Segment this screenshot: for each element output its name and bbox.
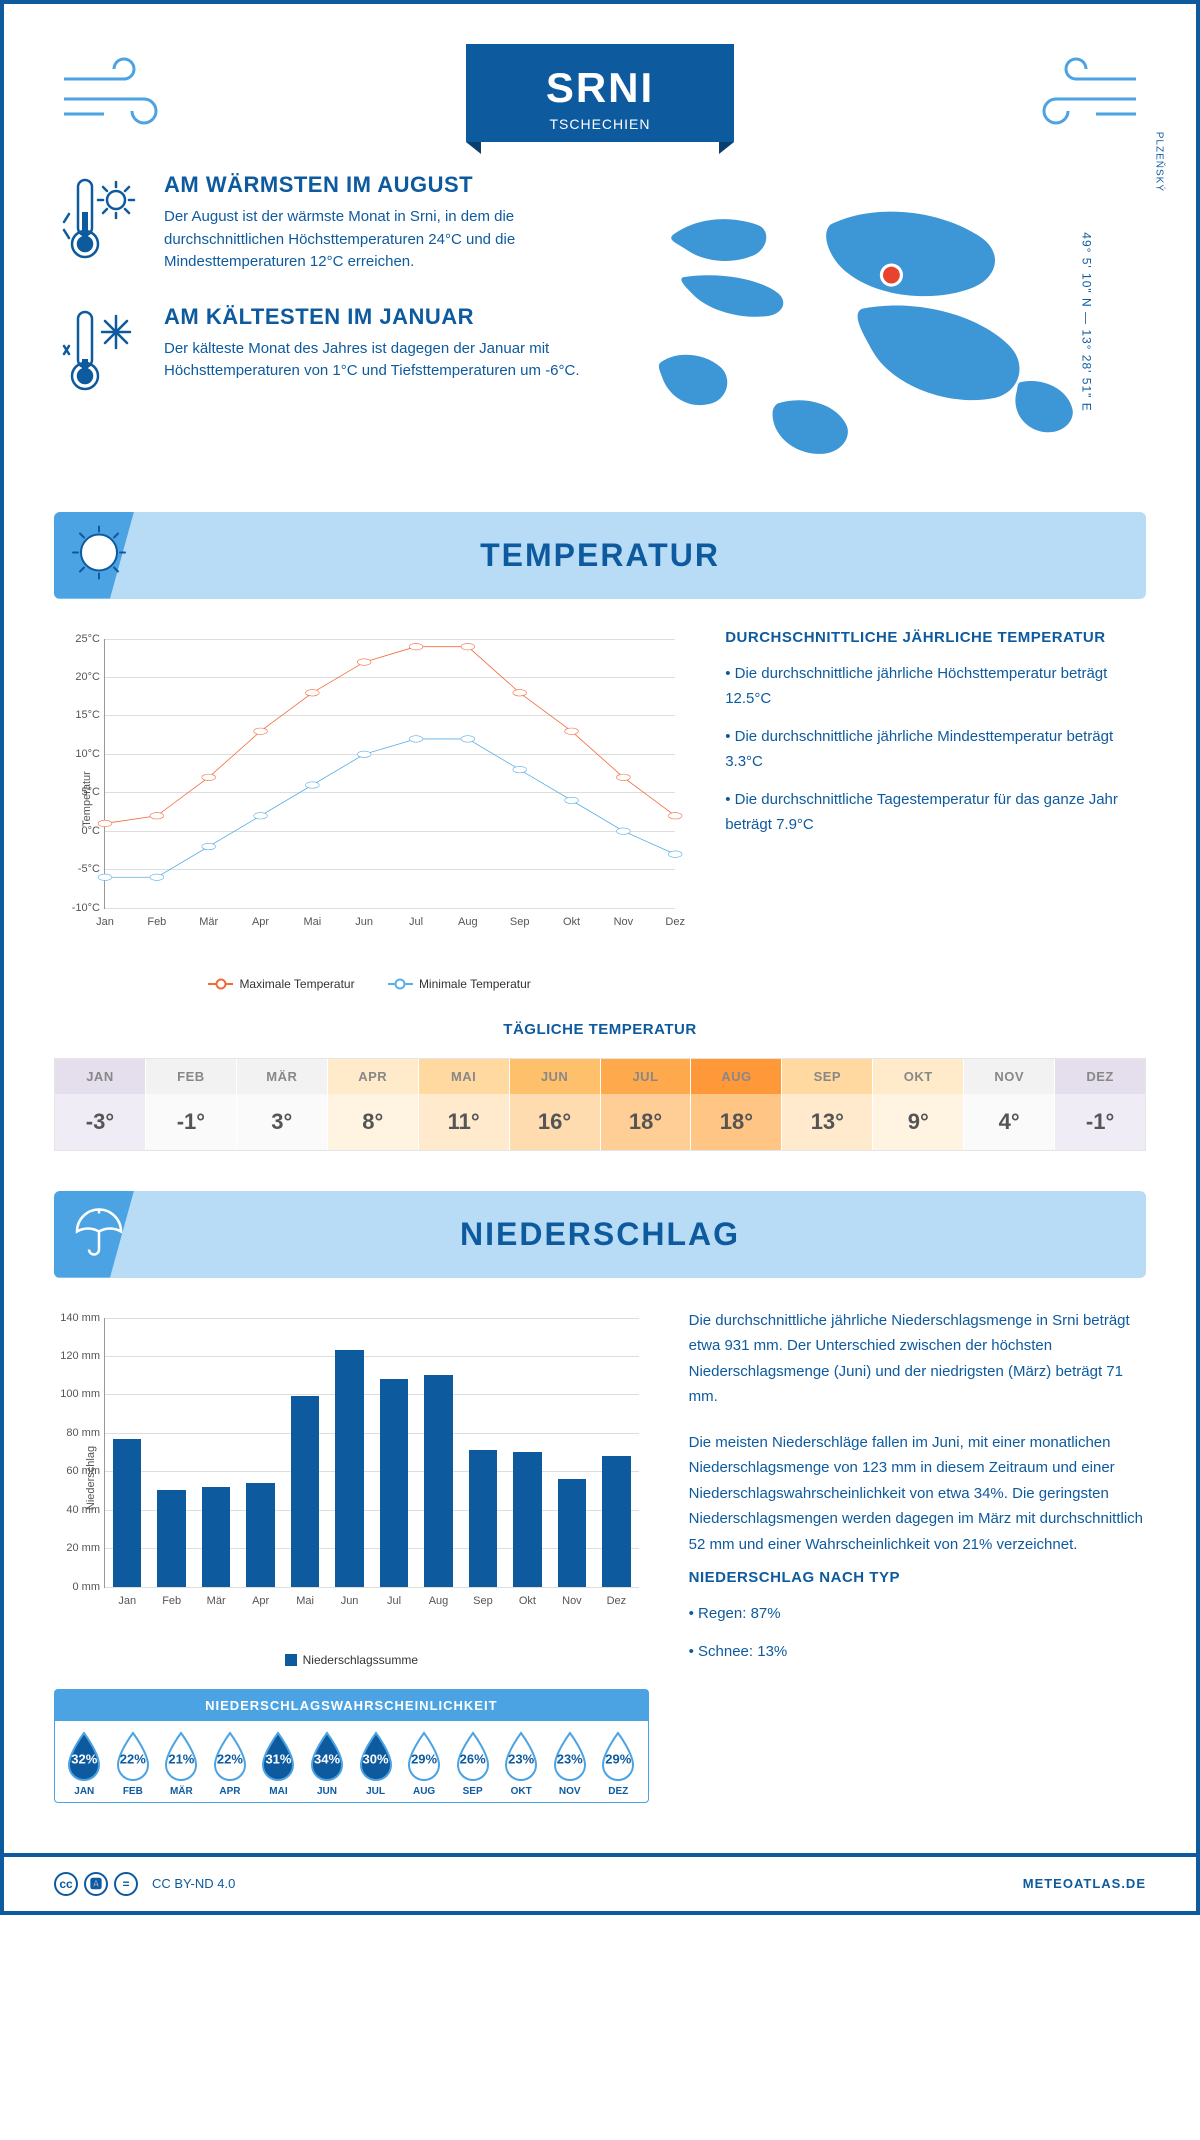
prob-title: NIEDERSCHLAGSWAHRSCHEINLICHKEIT	[55, 1690, 648, 1721]
daily-cell: NOV4°	[964, 1059, 1055, 1150]
daily-cell: OKT9°	[873, 1059, 964, 1150]
daily-heading: TÄGLICHE TEMPERATUR	[54, 1021, 1146, 1038]
location-country: TSCHECHIEN	[546, 116, 654, 132]
title-banner: SRNI TSCHECHIEN	[466, 44, 734, 142]
coords-label: 49° 5' 10" N — 13° 28' 51" E	[1079, 232, 1093, 411]
temp-ylabel: Temperatur	[81, 771, 93, 827]
daily-cell: APR8°	[328, 1059, 419, 1150]
precip-side-text: Die durchschnittliche jährliche Niedersc…	[689, 1308, 1146, 1803]
daily-cell: JUL18°	[601, 1059, 692, 1150]
prob-cell: 23%OKT	[497, 1731, 546, 1797]
by-icon: 🅰	[84, 1872, 108, 1896]
license-text: CC BY-ND 4.0	[152, 1876, 235, 1891]
prob-cell: 32%JAN	[60, 1731, 109, 1797]
prob-cell: 30%JUL	[351, 1731, 400, 1797]
header: SRNI TSCHECHIEN	[54, 44, 1146, 142]
bullet: • Regen: 87%	[689, 1601, 1146, 1627]
prob-cell: 34%JUN	[303, 1731, 352, 1797]
prob-cell: 31%MAI	[254, 1731, 303, 1797]
temp-side-text: DURCHSCHNITTLICHE JÄHRLICHE TEMPERATUR •…	[725, 629, 1146, 991]
daily-cell: MAI11°	[419, 1059, 510, 1150]
temp-legend: Maximale Temperatur Minimale Temperatur	[54, 974, 685, 991]
daily-cell: FEB-1°	[146, 1059, 237, 1150]
sun-icon	[69, 523, 129, 588]
prob-cell: 23%NOV	[545, 1731, 594, 1797]
daily-cell: DEZ-1°	[1055, 1059, 1145, 1150]
location-name: SRNI	[546, 64, 654, 112]
thermometer-hot-icon	[54, 172, 144, 274]
thermometer-cold-icon	[54, 304, 144, 399]
umbrella-icon	[69, 1202, 129, 1267]
site-name: METEOATLAS.DE	[1023, 1876, 1146, 1891]
prob-cell: 22%APR	[206, 1731, 255, 1797]
bullet: • Die durchschnittliche Tagestemperatur …	[725, 787, 1146, 838]
coldest-title: AM KÄLTESTEN IM JANUAR	[164, 304, 580, 330]
bullet: • Schnee: 13%	[689, 1639, 1146, 1665]
prob-cell: 22%FEB	[109, 1731, 158, 1797]
daily-cell: AUG18°	[691, 1059, 782, 1150]
bullet: • Die durchschnittliche jährliche Höchst…	[725, 661, 1146, 712]
daily-table: JAN-3°FEB-1°MÄR3°APR8°MAI11°JUN16°JUL18°…	[54, 1058, 1146, 1151]
legend-max: Maximale Temperatur	[239, 977, 354, 991]
prob-cell: 29%DEZ	[594, 1731, 643, 1797]
warmest-text: Der August ist der wärmste Monat in Srni…	[164, 206, 580, 274]
temperature-heading: TEMPERATUR	[480, 537, 720, 574]
warmest-title: AM WÄRMSTEN IM AUGUST	[164, 172, 580, 198]
coldest-fact: AM KÄLTESTEN IM JANUAR Der kälteste Mona…	[54, 304, 580, 399]
temperature-chart: Temperatur -10°C-5°C0°C5°C10°C15°C20°C25…	[54, 629, 685, 991]
paragraph: Die meisten Niederschläge fallen im Juni…	[689, 1430, 1146, 1558]
precip-legend: Niederschlagssumme	[54, 1653, 649, 1669]
temp-side-heading: DURCHSCHNITTLICHE JÄHRLICHE TEMPERATUR	[725, 629, 1146, 646]
prob-cell: 21%MÄR	[157, 1731, 206, 1797]
intro-row: AM WÄRMSTEN IM AUGUST Der August ist der…	[54, 172, 1146, 472]
precip-ylabel: Niederschlag	[85, 1445, 97, 1509]
temperature-banner: TEMPERATUR	[54, 512, 1146, 599]
daily-cell: MÄR3°	[237, 1059, 328, 1150]
region-label: PLZEŇSKÝ	[1153, 132, 1164, 192]
daily-cell: JAN-3°	[55, 1059, 146, 1150]
wind-icon-right	[1026, 54, 1146, 139]
legend-min: Minimale Temperatur	[419, 977, 531, 991]
footer: cc 🅰 = CC BY-ND 4.0 METEOATLAS.DE	[4, 1853, 1196, 1911]
precipitation-banner: NIEDERSCHLAG	[54, 1191, 1146, 1278]
license-icons: cc 🅰 = CC BY-ND 4.0	[54, 1872, 235, 1896]
precipitation-heading: NIEDERSCHLAG	[460, 1216, 740, 1253]
cc-icon: cc	[54, 1872, 78, 1896]
warmest-fact: AM WÄRMSTEN IM AUGUST Der August ist der…	[54, 172, 580, 274]
precip-type-heading: NIEDERSCHLAG NACH TYP	[689, 1569, 1146, 1586]
daily-cell: JUN16°	[510, 1059, 601, 1150]
daily-cell: SEP13°	[782, 1059, 873, 1150]
coldest-text: Der kälteste Monat des Jahres ist dagege…	[164, 338, 580, 383]
world-map: PLZEŇSKÝ 49° 5' 10" N — 13° 28' 51" E	[620, 172, 1146, 472]
infographic-frame: SRNI TSCHECHIEN AM WÄRMSTEN IM AUGUST	[0, 0, 1200, 1915]
bullet: • Die durchschnittliche jährliche Mindes…	[725, 724, 1146, 775]
probability-box: NIEDERSCHLAGSWAHRSCHEINLICHKEIT 32%JAN22…	[54, 1689, 649, 1803]
precipitation-chart: Niederschlag 0 mm20 mm40 mm60 mm80 mm100…	[54, 1308, 649, 1803]
legend-precip: Niederschlagssumme	[303, 1653, 418, 1667]
prob-cell: 29%AUG	[400, 1731, 449, 1797]
nd-icon: =	[114, 1872, 138, 1896]
prob-cell: 26%SEP	[448, 1731, 497, 1797]
paragraph: Die durchschnittliche jährliche Niedersc…	[689, 1308, 1146, 1410]
wind-icon-left	[54, 54, 174, 139]
